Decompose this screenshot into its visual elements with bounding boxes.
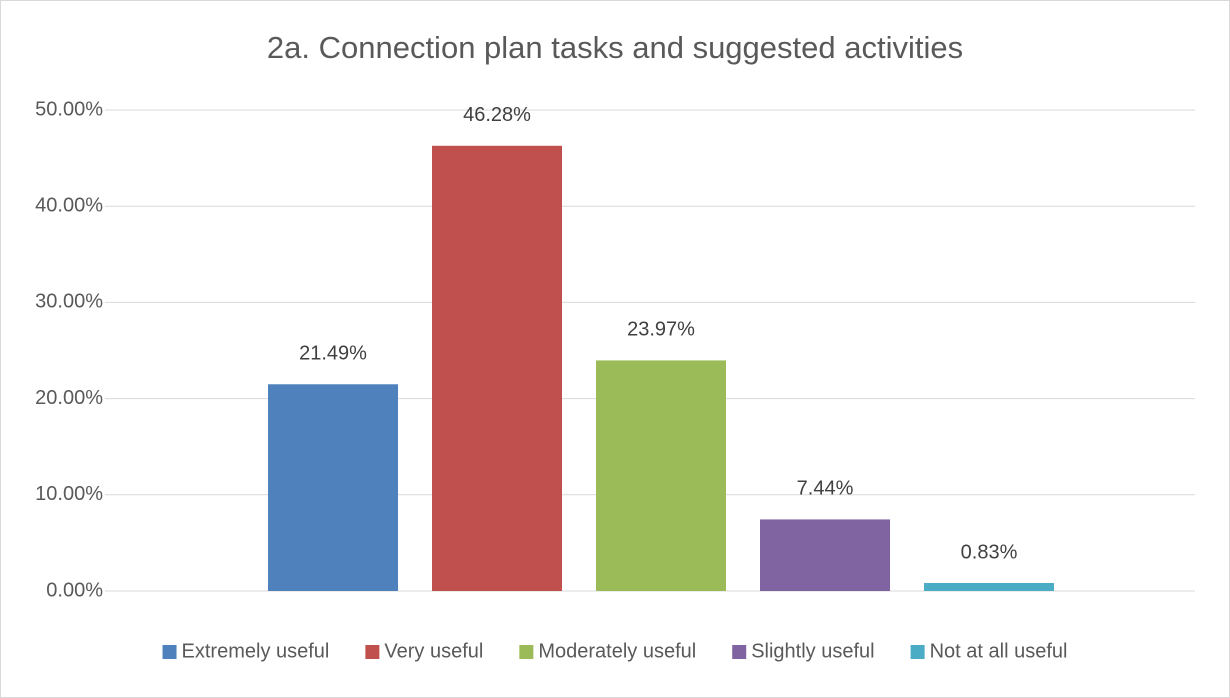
y-tick-label: 40.00%: [35, 194, 103, 216]
bar: [268, 384, 398, 591]
legend-swatch: [365, 645, 380, 659]
y-tick-label: 50.00%: [35, 98, 103, 120]
y-tick-label: 10.00%: [35, 483, 103, 505]
legend-label: Not at all useful: [930, 640, 1068, 662]
data-label: 23.97%: [627, 319, 695, 341]
data-label: 21.49%: [299, 343, 367, 365]
data-label: 0.83%: [961, 541, 1018, 563]
y-tick-label: 30.00%: [35, 291, 103, 313]
legend-label: Extremely useful: [182, 640, 330, 662]
legend-swatch: [162, 645, 177, 659]
legend-label: Moderately useful: [538, 640, 696, 662]
y-tick-label: 0.00%: [46, 579, 103, 601]
legend-label: Very useful: [384, 640, 483, 662]
data-label: 7.44%: [797, 478, 854, 500]
bar: [596, 360, 726, 591]
chart-title: 2a. Connection plan tasks and suggested …: [267, 30, 963, 65]
bar: [760, 519, 890, 591]
legend-label: Slightly useful: [751, 640, 874, 662]
bar: [432, 145, 562, 591]
legend-swatch: [910, 645, 925, 659]
legend-swatch: [732, 645, 747, 659]
data-label: 46.28%: [463, 104, 531, 126]
y-tick-label: 20.00%: [35, 387, 103, 409]
bar: [924, 583, 1054, 591]
legend-swatch: [519, 645, 534, 659]
